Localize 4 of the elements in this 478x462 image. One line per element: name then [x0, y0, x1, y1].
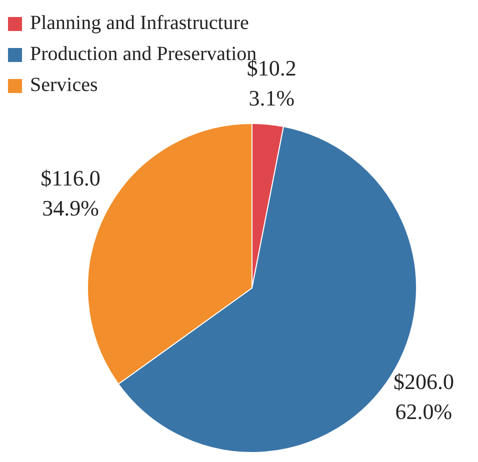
data-label: $116.0 34.9%	[40, 166, 100, 221]
data-label: $206.0 62.0%	[393, 368, 454, 424]
legend-label: Planning and Infrastructure	[30, 12, 249, 35]
legend-label: Services	[30, 74, 98, 97]
